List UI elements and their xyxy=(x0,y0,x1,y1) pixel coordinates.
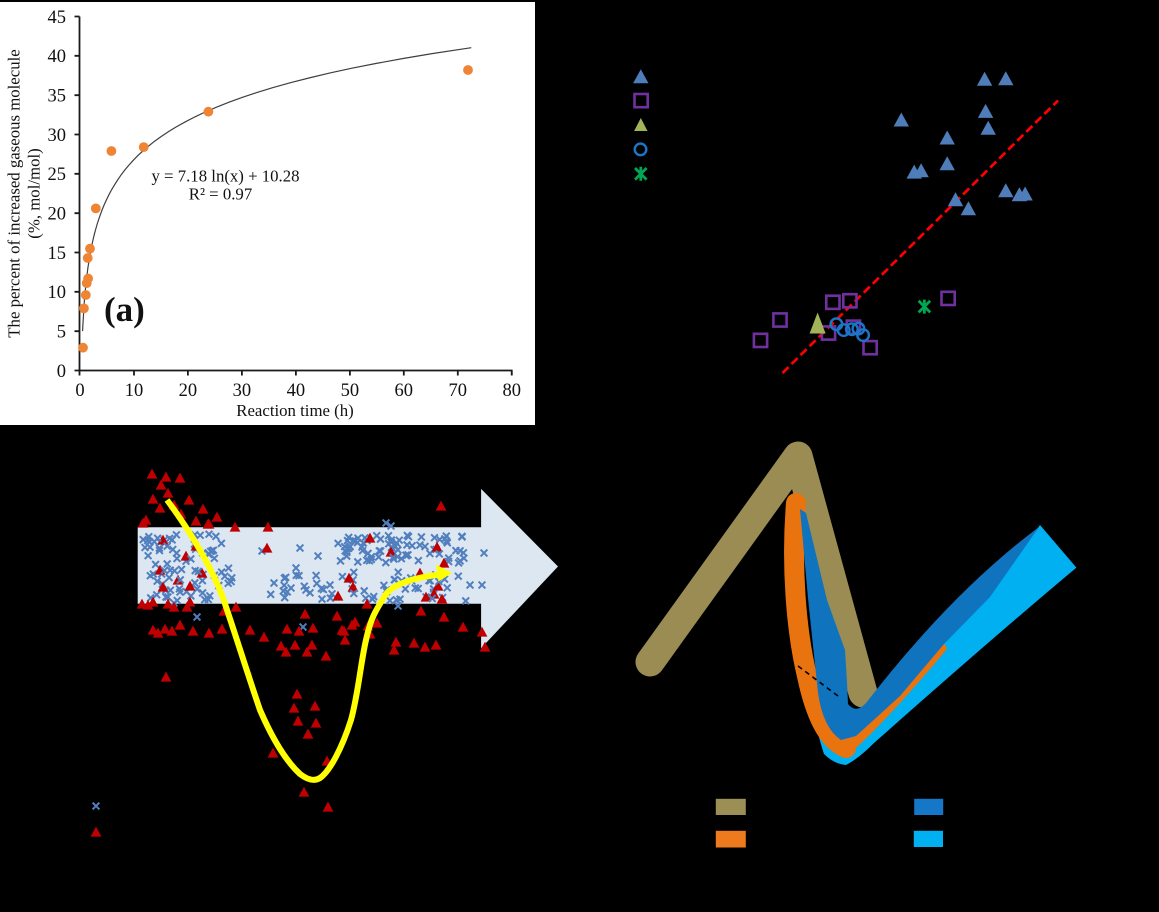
svg-text:20: 20 xyxy=(48,205,67,225)
svg-text:Reaction time (h): Reaction time (h) xyxy=(236,401,353,420)
svg-text:15: 15 xyxy=(48,244,67,264)
svg-text:R² = 0.97: R² = 0.97 xyxy=(189,185,252,204)
svg-text:The percent of increased gaseo: The percent of increased gaseous molecul… xyxy=(4,49,23,337)
svg-text:40: 40 xyxy=(287,381,306,401)
svg-text:(a): (a) xyxy=(104,290,145,329)
svg-text:30: 30 xyxy=(48,126,67,146)
svg-text:5: 5 xyxy=(57,323,66,343)
svg-text:(%, mol/mol): (%, mol/mol) xyxy=(25,148,44,238)
svg-text:10: 10 xyxy=(48,283,67,303)
svg-text:45: 45 xyxy=(48,8,67,28)
svg-text:40: 40 xyxy=(48,47,67,67)
svg-text:60: 60 xyxy=(395,381,414,401)
svg-text:30: 30 xyxy=(233,381,252,401)
svg-text:50: 50 xyxy=(341,381,360,401)
svg-text:35: 35 xyxy=(48,87,67,107)
svg-text:0: 0 xyxy=(75,381,84,401)
svg-text:25: 25 xyxy=(48,165,67,185)
svg-text:10: 10 xyxy=(125,381,144,401)
svg-text:0: 0 xyxy=(57,362,66,382)
svg-text:20: 20 xyxy=(179,381,198,401)
svg-text:y = 7.18 ln(x) + 10.28: y = 7.18 ln(x) + 10.28 xyxy=(151,167,299,186)
svg-text:70: 70 xyxy=(449,381,468,401)
svg-text:80: 80 xyxy=(503,381,522,401)
